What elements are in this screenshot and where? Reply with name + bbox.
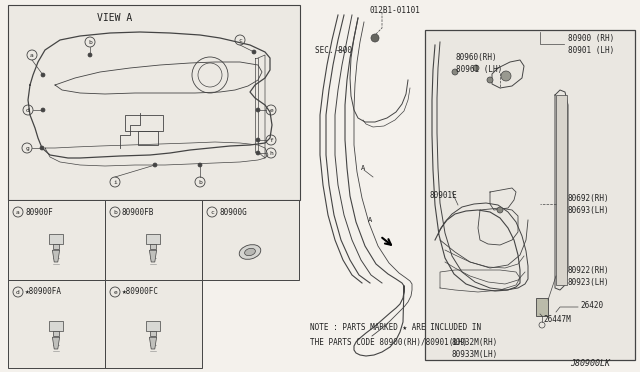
Bar [105, 280, 202, 368]
Polygon shape [149, 337, 157, 349]
Text: ★80900FA: ★80900FA [25, 288, 62, 296]
Text: b: b [198, 180, 202, 185]
Text: b: b [113, 209, 117, 215]
Text: THE PARTS CODE 80900(RH)/80901(LH): THE PARTS CODE 80900(RH)/80901(LH) [310, 337, 467, 346]
Text: 80692(RH): 80692(RH) [568, 193, 610, 202]
Ellipse shape [239, 245, 260, 259]
Circle shape [40, 146, 44, 150]
Text: 80900 (RH): 80900 (RH) [568, 33, 614, 42]
Text: f: f [269, 138, 273, 142]
Bar [105, 200, 202, 280]
Bar [49, 234, 63, 244]
Circle shape [41, 108, 45, 112]
Text: e: e [113, 289, 117, 295]
Bar [536, 298, 548, 316]
Polygon shape [52, 250, 60, 262]
Bar [150, 331, 156, 336]
Circle shape [252, 50, 256, 54]
Text: 80900F: 80900F [25, 208, 52, 217]
Polygon shape [149, 250, 157, 262]
Text: d: d [16, 289, 20, 295]
Text: 80693(LH): 80693(LH) [568, 205, 610, 215]
Text: h: h [269, 151, 273, 155]
Text: 80900G: 80900G [219, 208, 247, 217]
Ellipse shape [244, 248, 255, 256]
Bar [8, 5, 300, 200]
Text: a: a [16, 209, 20, 215]
Circle shape [41, 73, 45, 77]
Bar [8, 280, 105, 368]
Text: 80900FB: 80900FB [122, 208, 154, 217]
Text: VIEW A: VIEW A [97, 13, 132, 23]
Text: 26420: 26420 [580, 301, 603, 310]
Circle shape [452, 69, 458, 75]
Circle shape [497, 207, 503, 213]
Text: A: A [361, 165, 365, 171]
Bar [53, 244, 59, 249]
Circle shape [256, 138, 260, 142]
Circle shape [153, 163, 157, 167]
Text: 80923(LH): 80923(LH) [568, 278, 610, 286]
Bar [150, 244, 156, 249]
Circle shape [501, 71, 511, 81]
Circle shape [473, 65, 479, 71]
Bar [425, 30, 635, 360]
Text: i: i [113, 180, 117, 185]
Bar [202, 200, 299, 280]
Circle shape [256, 151, 260, 155]
Text: 80901 (LH): 80901 (LH) [568, 45, 614, 55]
Text: 80960(RH): 80960(RH) [456, 52, 498, 61]
Text: 012B1-01101: 012B1-01101 [370, 6, 421, 15]
Text: ★80900FC: ★80900FC [122, 288, 159, 296]
Text: NOTE : PARTS MARKED ★ ARE INCLUDED IN: NOTE : PARTS MARKED ★ ARE INCLUDED IN [310, 324, 481, 333]
Bar [8, 200, 105, 280]
Bar [556, 95, 567, 285]
Bar [146, 234, 160, 244]
Text: a: a [30, 52, 34, 58]
Bar [53, 331, 59, 336]
Bar [49, 321, 63, 331]
Text: b: b [88, 39, 92, 45]
Text: J80900LK: J80900LK [570, 359, 610, 369]
Text: A: A [368, 217, 372, 223]
Text: g: g [25, 145, 29, 151]
Bar [138, 131, 158, 145]
Circle shape [371, 34, 379, 42]
Circle shape [198, 163, 202, 167]
Text: 80922(RH): 80922(RH) [568, 266, 610, 275]
Text: 80901E: 80901E [430, 190, 458, 199]
Bar [146, 321, 160, 331]
Text: c: c [210, 209, 214, 215]
Circle shape [256, 108, 260, 112]
Text: e: e [269, 108, 273, 112]
Polygon shape [52, 337, 60, 349]
Text: d: d [26, 108, 30, 112]
Circle shape [88, 53, 92, 57]
Circle shape [487, 77, 493, 83]
Text: 80932M(RH): 80932M(RH) [452, 337, 499, 346]
Text: SEC. 800: SEC. 800 [315, 45, 352, 55]
Bar [125, 115, 163, 131]
Text: 80961 (LH): 80961 (LH) [456, 64, 502, 74]
Text: c: c [238, 38, 242, 42]
Text: 80933M(LH): 80933M(LH) [452, 350, 499, 359]
Text: 26447M: 26447M [543, 315, 571, 324]
